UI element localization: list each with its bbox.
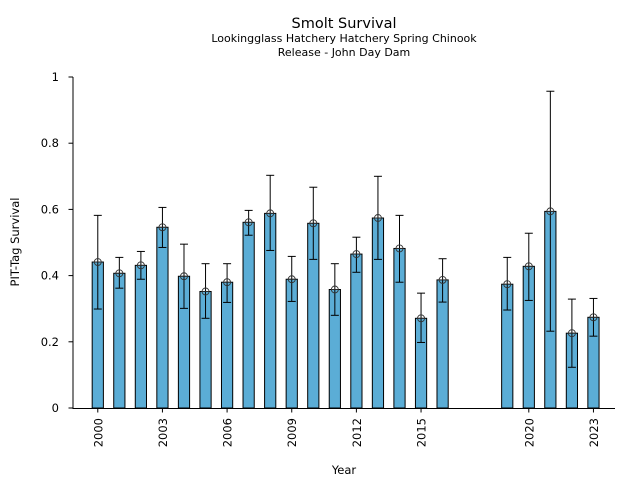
bar-2003 <box>156 226 169 409</box>
y-tick-label: 0 <box>52 401 59 415</box>
y-tick-label: 1 <box>52 70 59 84</box>
y-tick-label: 0.2 <box>41 335 59 349</box>
x-ticks-group: 2000 2003 2006 2009 2012 2015 2020 2023 <box>91 408 601 447</box>
x-tick-label: 2000 <box>91 418 105 447</box>
chart-title: Smolt Survival <box>292 16 397 32</box>
x-tick-label: 2015 <box>415 418 429 447</box>
x-tick-label: 2020 <box>522 418 536 447</box>
y-tick-label: 0.8 <box>41 136 59 150</box>
chart-subtitle-line-1: Lookingglass Hatchery Hatchery Spring Ch… <box>211 32 477 45</box>
x-tick-label: 2023 <box>587 418 601 447</box>
x-tick-label: 2012 <box>350 418 364 447</box>
bar-2002 <box>134 264 147 409</box>
y-tick-label: 0.6 <box>41 202 59 216</box>
x-axis-label: Year <box>331 463 357 477</box>
y-axis-label: PIT-Tag Survival <box>8 198 22 287</box>
x-tick-label: 2006 <box>221 418 235 447</box>
bars-group <box>91 210 600 409</box>
y-tick-label: 0.4 <box>41 269 59 283</box>
markers-group <box>93 207 598 338</box>
x-tick-label: 2003 <box>156 418 170 447</box>
bar-2012 <box>350 253 363 409</box>
x-tick-label: 2009 <box>285 418 299 447</box>
bar-2001 <box>113 272 126 409</box>
bar-2007 <box>242 221 255 409</box>
error-bars-group <box>93 90 598 368</box>
chart-subtitle-line-2: Release - John Day Dam <box>278 46 411 59</box>
y-ticks-group: 0 0.2 0.4 0.6 0.8 1 <box>41 70 73 415</box>
